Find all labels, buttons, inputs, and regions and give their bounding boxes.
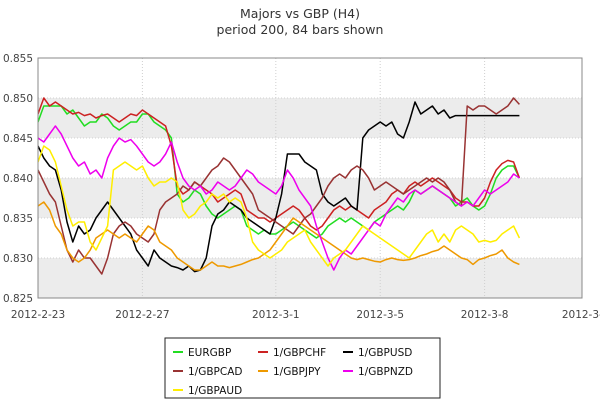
plot-background [38, 58, 582, 298]
x-tick-label: 2012-3-5 [356, 309, 404, 321]
series-line-2 [38, 101, 520, 273]
x-tick-label: 2012-2-27 [115, 309, 169, 321]
plot-frame [37, 57, 583, 299]
x-tick-label: 2012-3-8 [461, 309, 509, 321]
legend-frame [164, 337, 441, 399]
legend-label: 1/GBPCHF [273, 347, 326, 359]
plot-band [38, 258, 582, 298]
legend-label: EURGBP [188, 347, 231, 359]
plot-band [38, 138, 582, 178]
x-tick-label: 2012-2-23 [11, 309, 65, 321]
legend-label: 1/GBPCAD [188, 366, 243, 378]
series-line-6 [38, 145, 521, 267]
y-tick-label: 0.830 [3, 253, 33, 265]
plot-band [38, 58, 582, 98]
legend-label: 1/GBPJPY [273, 366, 321, 378]
chart-subtitle: period 200, 84 bars shown [217, 22, 384, 37]
series-line-4 [38, 201, 520, 271]
series-line-1 [38, 97, 521, 231]
y-tick-label: 0.845 [3, 133, 33, 145]
y-axis: 0.855 0.850 0.845 0.840 0.835 0.830 0.825 [3, 53, 33, 305]
y-tick-label: 0.840 [3, 173, 33, 185]
y-tick-label: 0.825 [3, 293, 33, 305]
legend: EURGBP 1/GBPCHF 1/GBPUSD 1/GBPCAD 1/GBPJPY 1/… [164, 337, 441, 399]
y-tick-label: 0.855 [3, 53, 33, 65]
chart-title: Majors vs GBP (H4) [240, 6, 360, 21]
legend-label: 1/GBPAUD [188, 385, 242, 397]
x-axis: 2012-2-23 2012-2-27 2012-3-1 2012-3-5 2012-3… [11, 309, 600, 321]
series-line-3 [38, 97, 520, 275]
x-tick-label: 2012-3-1 [252, 309, 300, 321]
plot-band [38, 178, 582, 218]
legend-label: 1/GBPUSD [358, 347, 412, 359]
plot-band [38, 98, 582, 138]
x-tick-label: 2012-3-12 [562, 309, 600, 321]
series-lines [38, 97, 521, 275]
legend-label: 1/GBPNZD [358, 366, 413, 378]
y-tick-label: 0.850 [3, 93, 33, 105]
series-line-5 [38, 125, 520, 271]
y-tick-label: 0.835 [3, 213, 33, 225]
